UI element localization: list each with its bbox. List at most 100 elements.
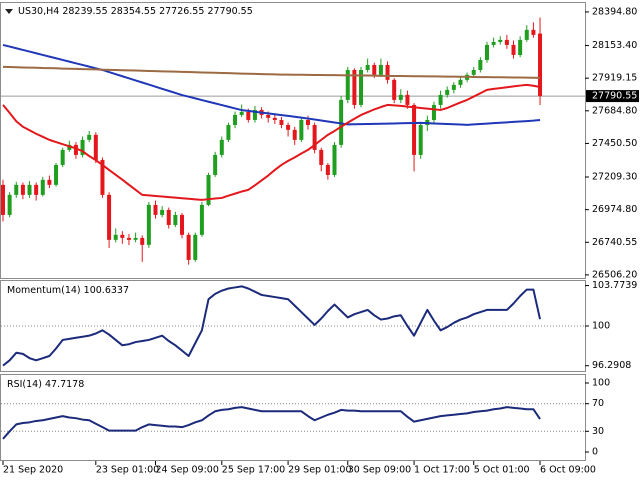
candle-body: [226, 124, 231, 140]
candle-body: [518, 39, 523, 55]
candle-body: [186, 234, 191, 260]
candle-body: [412, 104, 417, 155]
y-tick-label: 26506.20: [592, 269, 637, 280]
header-low: 27726.55: [159, 6, 204, 17]
candle-body: [40, 179, 45, 195]
candle-body: [233, 114, 238, 125]
y-tick-label: 27209.30: [592, 172, 637, 183]
candle-body: [345, 69, 350, 100]
candle-body: [365, 64, 370, 70]
candle-body: [100, 159, 105, 195]
current-price-label: 27790.55: [592, 91, 637, 102]
x-tick-label: 6 Oct 09:00: [540, 465, 596, 476]
candle-body: [372, 64, 377, 75]
y-tick-label: 70: [592, 398, 604, 409]
rsi-panel-frame: [0, 374, 586, 461]
candle-body: [359, 69, 364, 105]
y-tick-label: 27684.80: [592, 105, 637, 116]
menu-triangle-icon[interactable]: [5, 9, 13, 14]
candle-body: [511, 44, 516, 55]
y-tick-label: 27450.50: [592, 138, 637, 149]
candle-body: [504, 39, 509, 45]
candle-body: [239, 111, 244, 115]
candle-body: [299, 119, 304, 140]
candle-body: [286, 124, 291, 130]
candle-body: [319, 149, 324, 165]
candle-body: [471, 69, 476, 75]
moving-average-line: [2, 43, 541, 126]
candle-body: [398, 94, 403, 100]
momentum-header: Momentum(14) 100.6337: [7, 285, 129, 296]
candle-body: [418, 124, 423, 155]
candle-body: [80, 139, 85, 155]
y-tick-label: 26740.55: [592, 237, 637, 248]
candle-body: [392, 79, 397, 100]
candle-body: [491, 41, 496, 45]
candle-body: [166, 209, 171, 225]
candle-body: [219, 139, 224, 155]
price-header: US30,H4 28239.55 28354.55 27726.55 27790…: [18, 6, 253, 17]
candle-body: [107, 194, 112, 240]
candle-body: [146, 204, 151, 245]
x-tick-label: 21 Sep 2020: [3, 465, 63, 476]
candle-body: [305, 119, 310, 125]
rsi-current: 47.7178: [45, 379, 84, 390]
candle-body: [160, 209, 165, 215]
candle-body: [14, 184, 19, 195]
rsi-header: RSI(14) 47.7178: [7, 379, 84, 390]
candle-body: [133, 237, 138, 240]
y-tick-label: 103.7739: [592, 280, 637, 291]
candle-body: [20, 184, 25, 195]
candle-body: [405, 94, 410, 105]
header-high: 28354.55: [111, 6, 156, 17]
candle-body: [60, 149, 65, 165]
y-tick-label: 96.2908: [592, 360, 631, 371]
candle-body: [458, 79, 463, 85]
candle-body: [292, 129, 297, 140]
x-tick-label: 25 Sep 17:00: [222, 465, 285, 476]
candle-body: [93, 134, 98, 160]
candle-body: [498, 39, 503, 42]
momentum-title: Momentum(14): [7, 285, 81, 296]
candle-body: [67, 144, 72, 150]
y-tick-label: 27919.15: [592, 73, 637, 84]
candle-body: [438, 94, 443, 105]
y-tick-label: 100: [592, 378, 610, 389]
x-tick-label: 29 Sep 01:00: [288, 465, 351, 476]
candle-body: [252, 109, 257, 120]
moving-average-line: [2, 65, 541, 79]
x-tick-label: 1 Oct 17:00: [414, 465, 470, 476]
y-tick-label: 100: [592, 321, 610, 332]
candle-body: [47, 179, 52, 185]
candle-body: [332, 144, 337, 175]
candle-body: [54, 164, 59, 185]
candle-body: [524, 29, 529, 40]
candle-body: [140, 237, 145, 245]
momentum-current: 100.6337: [84, 285, 129, 296]
candle-body: [126, 237, 131, 240]
candle-body: [206, 174, 211, 205]
symbol-title: US30,H4: [18, 6, 59, 17]
candle-body: [73, 144, 78, 155]
y-tick-label: 26974.80: [592, 204, 637, 215]
candle-body: [180, 214, 185, 235]
candle-body: [378, 64, 383, 75]
candle-body: [352, 69, 357, 105]
indicator-line: [2, 406, 541, 440]
candle-body: [34, 184, 39, 195]
candle-body: [431, 104, 436, 120]
candle-body: [87, 134, 92, 140]
indicator-line: [2, 285, 542, 367]
candle-body: [339, 99, 344, 145]
candle-body: [246, 111, 251, 120]
x-tick-label: 30 Sep 09:00: [348, 465, 411, 476]
price-panel-frame: [0, 2, 586, 279]
x-tick-label: 24 Sep 09:00: [155, 465, 218, 476]
candle-body: [27, 184, 32, 195]
candle-body: [484, 44, 489, 60]
candle-body: [173, 214, 178, 225]
header-open: 28239.55: [62, 6, 107, 17]
x-tick-label: 23 Sep 01:00: [96, 465, 159, 476]
